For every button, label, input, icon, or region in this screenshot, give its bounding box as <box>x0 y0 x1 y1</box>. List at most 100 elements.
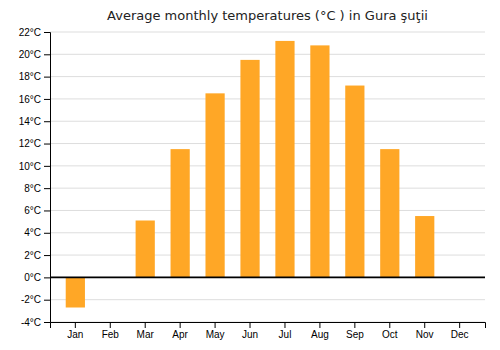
tick-label: 0°C <box>24 272 41 283</box>
tick-label: Aug <box>311 329 329 340</box>
tick-label: May <box>206 329 225 340</box>
tick: 16°C <box>19 94 50 105</box>
title: Average monthly temperatures (°C ) in Gu… <box>107 8 428 23</box>
tick-label: -2°C <box>21 294 41 305</box>
tick-mark <box>44 233 50 234</box>
grid-line <box>50 210 485 211</box>
tick-mark <box>44 54 50 55</box>
tick: 8°C <box>24 183 50 194</box>
bar <box>345 86 364 278</box>
tick-mark <box>354 322 355 328</box>
tick-mark <box>44 121 50 122</box>
y-axis: -4°C -2°C 0°C 2°C 4°C 6°C 8°C 10°C 12°C 14°C 16°C 1… <box>19 27 51 328</box>
tick-label: Nov <box>416 329 434 340</box>
tick-mark <box>44 188 50 189</box>
tick: 0°C <box>24 272 50 283</box>
tick: 10°C <box>19 161 50 172</box>
tick-label: 22°C <box>19 27 41 38</box>
tick-mark <box>75 322 76 328</box>
tick-mark <box>44 322 50 323</box>
tick-label: Sep <box>346 329 364 340</box>
tick-label: 8°C <box>24 183 41 194</box>
tick-label: 18°C <box>19 71 41 82</box>
tick-label: 12°C <box>19 138 41 149</box>
grid <box>50 32 485 322</box>
bar <box>310 45 329 277</box>
grid-line <box>50 32 485 33</box>
tick-mark <box>44 277 50 278</box>
tick-label: Mar <box>137 329 155 340</box>
tick: Apr <box>172 322 188 340</box>
grid-line <box>50 54 485 55</box>
grid-line <box>50 143 485 144</box>
tick-mark <box>44 166 50 167</box>
tick-mark <box>44 99 50 100</box>
grid-line <box>50 98 485 99</box>
grid-line <box>50 165 485 166</box>
tick: Jun <box>242 322 258 340</box>
grid-line <box>50 76 485 77</box>
tick: 22°C <box>19 27 50 38</box>
tick: 20°C <box>19 49 50 60</box>
tick: 18°C <box>19 71 50 82</box>
tick: Jan <box>67 322 83 340</box>
tick: 4°C <box>24 227 50 238</box>
axis-line <box>51 323 486 329</box>
tick-label: 4°C <box>24 227 41 238</box>
tick: Mar <box>137 322 155 340</box>
tick: 14°C <box>19 116 50 127</box>
tick: Jul <box>279 322 292 340</box>
zero-line <box>50 276 485 278</box>
grid-line <box>50 188 485 189</box>
grid-line <box>50 299 485 300</box>
tick-mark <box>145 322 146 328</box>
tick: Dec <box>451 322 469 340</box>
grid-line <box>50 277 485 278</box>
tick-label: 10°C <box>19 161 41 172</box>
grid-line <box>50 121 485 122</box>
tick-mark <box>44 300 50 301</box>
tick-mark <box>44 210 50 211</box>
bar <box>275 41 294 277</box>
bar <box>205 93 224 277</box>
tick: Aug <box>311 322 329 340</box>
tick-mark <box>44 77 50 78</box>
tick-label: Feb <box>102 329 120 340</box>
tick-mark <box>180 322 181 328</box>
tick-label: Jan <box>67 329 83 340</box>
tick-mark <box>110 322 111 328</box>
tick-mark <box>424 322 425 328</box>
tick-mark <box>250 322 251 328</box>
bar <box>380 149 399 277</box>
tick-mark <box>44 32 50 33</box>
tick-label: 2°C <box>24 250 41 261</box>
tick-label: Jun <box>242 329 258 340</box>
tick: Nov <box>416 322 434 340</box>
x-axis: Jan Feb Mar Apr May Jun Jul Aug Sep Oct Nov Dec <box>51 322 486 340</box>
tick-label: Oct <box>382 329 398 340</box>
tick-mark <box>44 144 50 145</box>
tick: Sep <box>346 322 364 340</box>
tick: 6°C <box>24 205 50 216</box>
bar <box>66 277 85 307</box>
tick-label: 16°C <box>19 94 41 105</box>
tick-mark <box>284 322 285 328</box>
tick-label: 20°C <box>19 49 41 60</box>
chart: -4°C -2°C 0°C 2°C 4°C 6°C 8°C 10°C 12°C 14°C 16°C 1… <box>0 0 500 350</box>
tick: -2°C <box>21 294 50 305</box>
tick-label: Dec <box>451 329 469 340</box>
tick-mark <box>389 322 390 328</box>
tick: -4°C <box>21 317 50 328</box>
tick-mark <box>215 322 216 328</box>
tick-label: 14°C <box>19 116 41 127</box>
tick: Oct <box>382 322 398 340</box>
tick-label: Apr <box>172 329 188 340</box>
bar <box>415 216 434 277</box>
tick-mark <box>44 255 50 256</box>
tick-label: -4°C <box>21 317 41 328</box>
axis-line <box>44 33 51 323</box>
tick: 12°C <box>19 138 50 149</box>
bars <box>66 41 435 308</box>
tick-mark <box>459 322 460 328</box>
bar <box>240 60 259 278</box>
